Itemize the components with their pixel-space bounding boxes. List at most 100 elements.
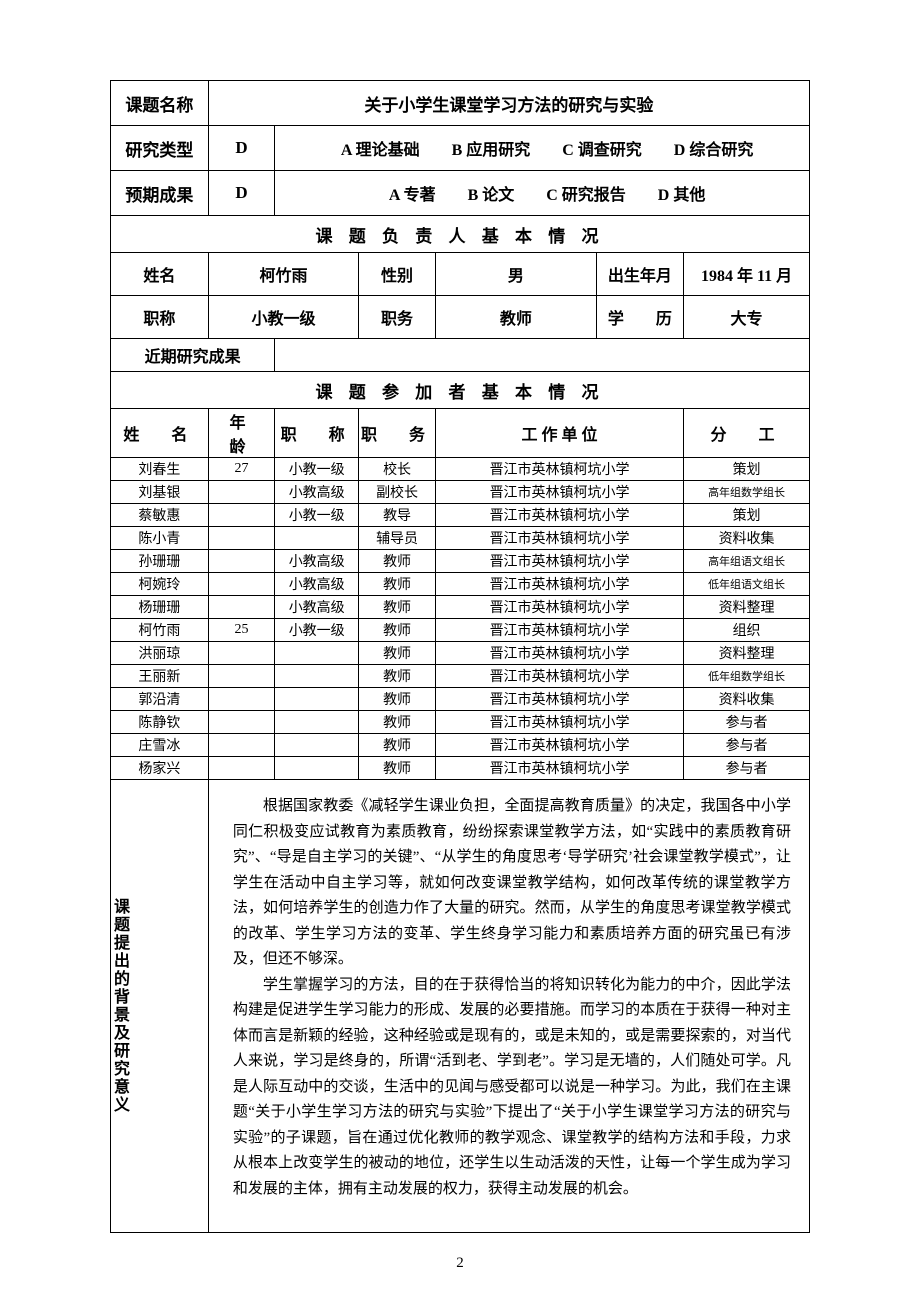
table-cell: 参与者 bbox=[684, 711, 810, 734]
table-cell: 庄雪冰 bbox=[111, 734, 209, 757]
table-cell: 柯婉玲 bbox=[111, 573, 209, 596]
table-cell: 晋江市英林镇柯坑小学 bbox=[436, 527, 684, 550]
table-cell: 晋江市英林镇柯坑小学 bbox=[436, 688, 684, 711]
table-cell: 晋江市英林镇柯坑小学 bbox=[436, 550, 684, 573]
table-cell: 资料收集 bbox=[684, 527, 810, 550]
col-unit: 工 作 单 位 bbox=[436, 409, 684, 458]
table-cell bbox=[275, 711, 359, 734]
leader-section-title: 课 题 负 责 人 基 本 情 况 bbox=[111, 216, 810, 253]
table-cell: 孙珊珊 bbox=[111, 550, 209, 573]
table-cell: 校长 bbox=[359, 458, 436, 481]
table-cell: 小教一级 bbox=[275, 458, 359, 481]
table-cell: 杨家兴 bbox=[111, 757, 209, 780]
table-cell bbox=[208, 734, 274, 757]
table-cell bbox=[208, 527, 274, 550]
participants-section-title: 课 题 参 加 者 基 本 情 况 bbox=[111, 372, 810, 409]
outcome-label: 预期成果 bbox=[111, 171, 209, 216]
table-cell: 王丽新 bbox=[111, 665, 209, 688]
table-cell: 资料整理 bbox=[684, 642, 810, 665]
table-cell: 晋江市英林镇柯坑小学 bbox=[436, 711, 684, 734]
table-cell bbox=[208, 481, 274, 504]
table-row: 洪丽琼教师晋江市英林镇柯坑小学资料整理 bbox=[111, 642, 810, 665]
table-cell: 教导 bbox=[359, 504, 436, 527]
table-cell: 刘春生 bbox=[111, 458, 209, 481]
leader-post: 教师 bbox=[436, 296, 597, 339]
essay-label: 课题提出的背景及研究意义 bbox=[111, 888, 131, 1124]
table-row: 刘基银小教高级副校长晋江市英林镇柯坑小学高年组数学组长 bbox=[111, 481, 810, 504]
leader-edu: 大专 bbox=[684, 296, 810, 339]
table-cell: 教师 bbox=[359, 596, 436, 619]
table-cell: 小教一级 bbox=[275, 619, 359, 642]
table-cell: 晋江市英林镇柯坑小学 bbox=[436, 481, 684, 504]
leader-birth-label: 出生年月 bbox=[596, 253, 683, 296]
leader-title: 小教一级 bbox=[208, 296, 358, 339]
table-cell: 晋江市英林镇柯坑小学 bbox=[436, 734, 684, 757]
topic-label: 课题名称 bbox=[111, 81, 209, 126]
table-cell: 27 bbox=[208, 458, 274, 481]
type-value: D bbox=[208, 126, 274, 171]
essay-body: 根据国家教委《减轻学生课业负担，全面提高教育质量》的决定，我国各中小学同仁积极变… bbox=[208, 780, 809, 1233]
table-row: 郭沿清教师晋江市英林镇柯坑小学资料收集 bbox=[111, 688, 810, 711]
table-cell bbox=[208, 573, 274, 596]
table-cell: 晋江市英林镇柯坑小学 bbox=[436, 573, 684, 596]
form-table: 课题名称 关于小学生课堂学习方法的研究与实验 研究类型 D A 理论基础 B 应… bbox=[110, 80, 810, 1233]
table-row: 柯婉玲小教高级教师晋江市英林镇柯坑小学低年组语文组长 bbox=[111, 573, 810, 596]
table-cell bbox=[275, 757, 359, 780]
page-number: 2 bbox=[0, 1255, 920, 1272]
table-cell: 教师 bbox=[359, 734, 436, 757]
table-row: 陈静钦教师晋江市英林镇柯坑小学参与者 bbox=[111, 711, 810, 734]
table-cell bbox=[275, 688, 359, 711]
table-cell: 晋江市英林镇柯坑小学 bbox=[436, 619, 684, 642]
table-cell: 参与者 bbox=[684, 734, 810, 757]
table-cell: 25 bbox=[208, 619, 274, 642]
leader-recent bbox=[275, 339, 810, 372]
table-cell: 高年组数学组长 bbox=[684, 481, 810, 504]
table-cell: 低年组数学组长 bbox=[684, 665, 810, 688]
type-label: 研究类型 bbox=[111, 126, 209, 171]
table-cell: 小教高级 bbox=[275, 596, 359, 619]
table-cell: 晋江市英林镇柯坑小学 bbox=[436, 596, 684, 619]
col-title: 职 称 bbox=[275, 409, 359, 458]
table-cell bbox=[208, 711, 274, 734]
table-cell: 杨珊珊 bbox=[111, 596, 209, 619]
type-options: A 理论基础 B 应用研究 C 调查研究 D 综合研究 bbox=[275, 126, 810, 171]
table-cell: 晋江市英林镇柯坑小学 bbox=[436, 642, 684, 665]
leader-gender-label: 性别 bbox=[359, 253, 436, 296]
table-cell bbox=[208, 504, 274, 527]
table-cell: 教师 bbox=[359, 573, 436, 596]
table-cell: 高年组语文组长 bbox=[684, 550, 810, 573]
table-cell: 参与者 bbox=[684, 757, 810, 780]
table-cell bbox=[208, 757, 274, 780]
table-row: 庄雪冰 教师晋江市英林镇柯坑小学参与者 bbox=[111, 734, 810, 757]
table-cell bbox=[275, 642, 359, 665]
table-cell bbox=[208, 642, 274, 665]
table-cell: 小教高级 bbox=[275, 550, 359, 573]
table-row: 柯竹雨25小教一级教师晋江市英林镇柯坑小学组织 bbox=[111, 619, 810, 642]
table-cell bbox=[208, 688, 274, 711]
table-cell bbox=[275, 527, 359, 550]
outcome-options: A 专著 B 论文 C 研究报告 D 其他 bbox=[275, 171, 810, 216]
table-cell: 小教一级 bbox=[275, 504, 359, 527]
table-cell bbox=[208, 550, 274, 573]
leader-title-label: 职称 bbox=[111, 296, 209, 339]
leader-recent-label: 近期研究成果 bbox=[111, 339, 275, 372]
table-cell: 教师 bbox=[359, 619, 436, 642]
table-row: 刘春生27小教一级校长晋江市英林镇柯坑小学策划 bbox=[111, 458, 810, 481]
table-cell bbox=[208, 665, 274, 688]
table-cell: 小教高级 bbox=[275, 481, 359, 504]
table-cell: 小教高级 bbox=[275, 573, 359, 596]
table-cell: 陈小青 bbox=[111, 527, 209, 550]
outcome-value: D bbox=[208, 171, 274, 216]
leader-name-label: 姓名 bbox=[111, 253, 209, 296]
table-cell bbox=[208, 596, 274, 619]
table-cell: 策划 bbox=[684, 458, 810, 481]
leader-edu-label: 学 历 bbox=[596, 296, 683, 339]
table-cell: 晋江市英林镇柯坑小学 bbox=[436, 504, 684, 527]
table-cell: 教师 bbox=[359, 665, 436, 688]
table-cell: 副校长 bbox=[359, 481, 436, 504]
leader-post-label: 职务 bbox=[359, 296, 436, 339]
essay-p1: 根据国家教委《减轻学生课业负担，全面提高教育质量》的决定，我国各中小学同仁积极变… bbox=[233, 794, 791, 973]
table-cell: 晋江市英林镇柯坑小学 bbox=[436, 458, 684, 481]
table-row: 王丽新教师晋江市英林镇柯坑小学低年组数学组长 bbox=[111, 665, 810, 688]
col-post: 职 务 bbox=[359, 409, 436, 458]
